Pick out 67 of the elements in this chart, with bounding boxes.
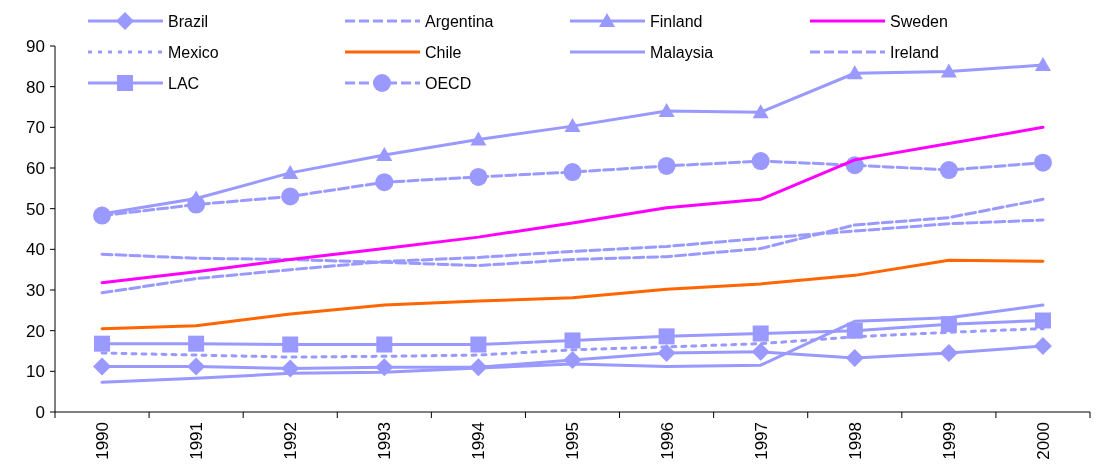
- legend-label: Sweden: [890, 12, 948, 30]
- point: [282, 164, 299, 179]
- point: [1033, 153, 1052, 172]
- point: [376, 146, 393, 161]
- point: [845, 348, 864, 367]
- point: [939, 344, 958, 363]
- point: [940, 63, 957, 78]
- point: [376, 336, 393, 353]
- point: [470, 131, 487, 146]
- y-tick-label: 40: [26, 240, 45, 260]
- y-tick-label: 60: [26, 158, 45, 178]
- x-tick-label: 1995: [563, 422, 583, 460]
- point: [470, 336, 487, 353]
- line-series: [100, 303, 1045, 384]
- x-tick-label: 1994: [469, 422, 489, 460]
- point: [469, 167, 488, 186]
- legend-label: LAC: [168, 74, 200, 92]
- legend-label: Ireland: [890, 43, 939, 61]
- y-tick-label: 70: [26, 118, 45, 138]
- point: [657, 156, 676, 175]
- line-series: [100, 125, 1045, 285]
- y-tick-label: 90: [26, 36, 45, 56]
- point: [658, 103, 675, 118]
- y-tick-label: 10: [26, 362, 45, 382]
- point: [657, 344, 676, 363]
- point: [1034, 57, 1051, 72]
- point: [563, 163, 582, 182]
- x-tick-label: 1996: [657, 422, 677, 460]
- point: [751, 342, 770, 361]
- point: [187, 357, 206, 376]
- legend-label: Argentina: [425, 12, 494, 30]
- point: [751, 152, 770, 171]
- x-tick-label: 1990: [93, 422, 112, 460]
- y-tick-label: 20: [26, 321, 45, 341]
- point: [752, 104, 769, 119]
- legend-label: Malaysia: [650, 43, 714, 61]
- legend-label: OECD: [425, 74, 472, 92]
- x-tick-label: 2000: [1033, 422, 1053, 460]
- point: [752, 325, 769, 342]
- line-series: [100, 258, 1045, 331]
- point: [94, 335, 111, 352]
- point: [93, 357, 112, 376]
- legend-label: Finland: [650, 12, 703, 30]
- y-tick-label: 30: [26, 280, 45, 300]
- point: [188, 335, 205, 352]
- x-tick-label: 1997: [751, 422, 771, 460]
- x-tick-label: 1991: [187, 422, 207, 460]
- point: [939, 161, 958, 180]
- legend-label: Brazil: [168, 12, 209, 30]
- y-tick-label: 80: [26, 77, 45, 97]
- point: [375, 173, 394, 192]
- point: [846, 65, 863, 80]
- y-tick-label: 0: [35, 402, 45, 422]
- point: [1034, 312, 1051, 329]
- x-tick-label: 1998: [845, 422, 865, 460]
- point: [1033, 337, 1052, 356]
- x-tick-label: 1999: [939, 422, 959, 460]
- y-tick-label: 50: [26, 199, 45, 219]
- point: [564, 332, 581, 349]
- point: [564, 118, 581, 133]
- point: [658, 328, 675, 345]
- point: [281, 187, 300, 206]
- legend-label: Mexico: [168, 43, 219, 61]
- legend-label: Chile: [425, 43, 462, 61]
- point: [282, 336, 299, 353]
- x-tick-label: 1993: [375, 422, 395, 460]
- x-tick-label: 1992: [281, 422, 301, 460]
